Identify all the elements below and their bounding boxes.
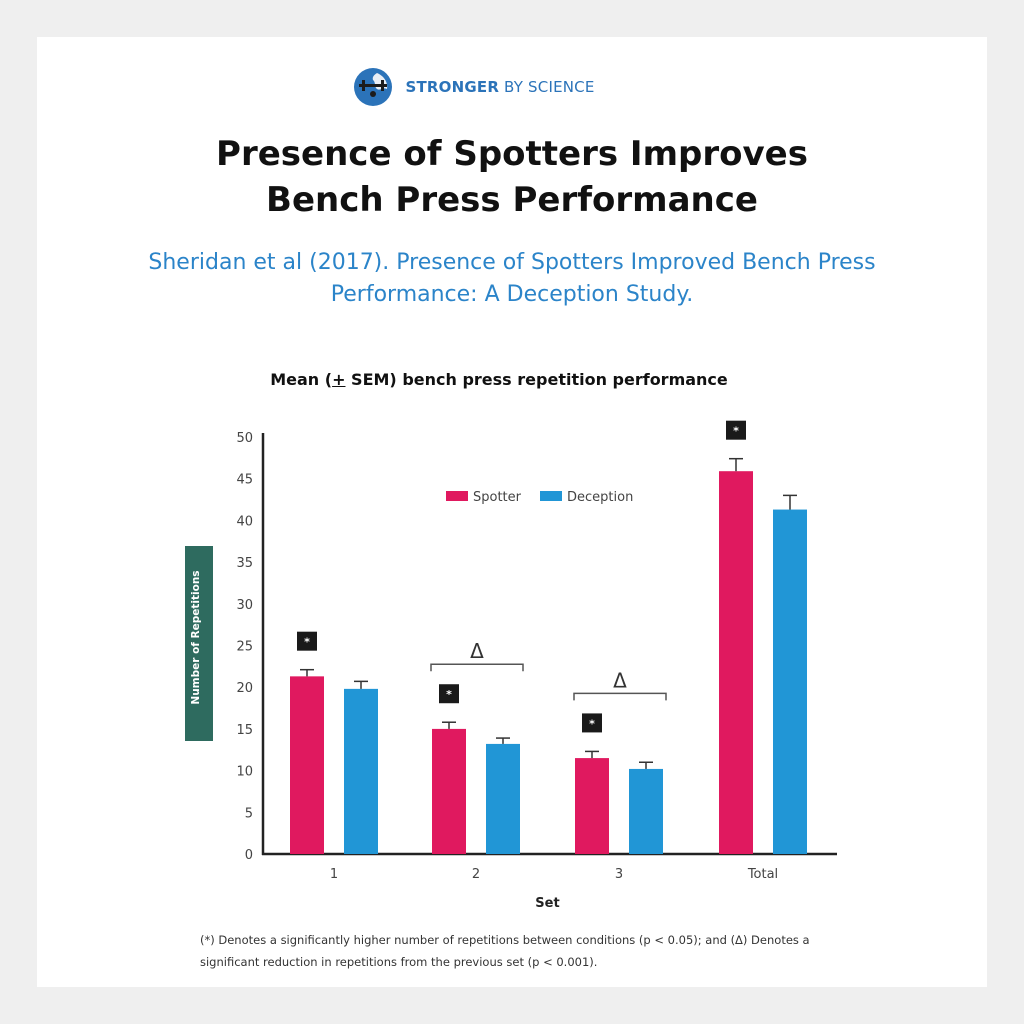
page-title-line2: Bench Press Performance	[266, 180, 758, 220]
y-tick-label: 20	[236, 681, 253, 696]
y-tick-label: 45	[236, 473, 253, 488]
x-tick-label: Total	[747, 867, 778, 882]
bar-spotter	[719, 471, 753, 854]
citation-line1: Sheridan et al (2017). Presence of Spott…	[148, 250, 876, 275]
reduction-marker: Δ	[613, 668, 627, 692]
significance-marker-box	[726, 420, 746, 440]
reduction-marker: Δ	[470, 639, 484, 663]
reduction-bracket	[430, 663, 524, 672]
x-tick-label: 3	[615, 867, 623, 882]
bar-deception	[344, 688, 378, 854]
infographic-card: STRONGER BY SCIENCE Presence of Spotters…	[37, 37, 987, 987]
citation-line2: Performance: A Deception Study.	[330, 282, 694, 307]
x-axis-label: Set	[535, 896, 559, 911]
y-tick-label: 10	[236, 765, 253, 780]
y-tick-label: 35	[236, 556, 253, 571]
footnote-line2: significant reduction in repetitions fro…	[200, 955, 598, 969]
y-tick-label: 50	[236, 431, 253, 446]
brand-name-strong: STRONGER	[405, 78, 500, 96]
bar-deception	[486, 743, 520, 854]
footnote-line1: (*) Denotes a significantly higher numbe…	[200, 933, 810, 947]
chart-title: Mean (+ SEM) bench press repetition perf…	[24, 370, 974, 389]
legend-swatch-deception	[540, 491, 562, 501]
y-axis-label-box	[185, 546, 213, 741]
chart-title-suffix: SEM) bench press repetition performance	[345, 370, 728, 389]
barbell-globe-logo-icon	[354, 68, 393, 106]
legend-swatch-spotter	[446, 491, 468, 501]
bar-deception	[773, 509, 807, 854]
footnote: (*) Denotes a significantly higher numbe…	[200, 929, 840, 973]
bar-spotter	[290, 676, 324, 854]
brand-name: STRONGER BY SCIENCE	[405, 78, 594, 96]
brand-name-rest: BY SCIENCE	[504, 78, 595, 96]
significance-marker-box	[439, 684, 459, 704]
significance-marker: *	[446, 688, 452, 701]
page-title: Presence of Spotters Improves Bench Pres…	[37, 131, 987, 223]
significance-marker: *	[733, 425, 739, 438]
x-tick-label: 2	[472, 867, 480, 882]
significance-marker-box	[582, 713, 602, 733]
reduction-bracket	[573, 692, 667, 701]
y-tick-label: 25	[236, 640, 253, 655]
bar-spotter	[575, 758, 609, 854]
y-tick-label: 0	[245, 848, 253, 863]
brand-header: STRONGER BY SCIENCE	[0, 65, 949, 109]
significance-marker: *	[589, 717, 595, 730]
significance-marker: *	[304, 636, 310, 649]
significance-marker-box	[297, 631, 317, 651]
chart-title-pm: +	[332, 370, 346, 389]
citation-subtitle: Sheridan et al (2017). Presence of Spott…	[37, 247, 987, 311]
page-title-line1: Presence of Spotters Improves	[216, 134, 808, 174]
y-tick-label: 15	[236, 723, 253, 738]
y-tick-label: 40	[236, 514, 253, 529]
bar-spotter	[432, 728, 466, 854]
legend-label-spotter: Spotter	[473, 490, 522, 505]
x-tick-label: 1	[330, 867, 338, 882]
legend-label-deception: Deception	[567, 490, 633, 505]
y-axis-label: Number of Repetitions	[190, 570, 202, 704]
y-tick-label: 5	[245, 806, 253, 821]
bar-chart: 0 5 10 15 20 25 30 35 40 45 50 Number of Repetition…	[185, 420, 837, 911]
bar-deception	[629, 768, 663, 854]
y-tick-label: 30	[236, 598, 253, 613]
chart-title-prefix: Mean (	[270, 370, 333, 389]
